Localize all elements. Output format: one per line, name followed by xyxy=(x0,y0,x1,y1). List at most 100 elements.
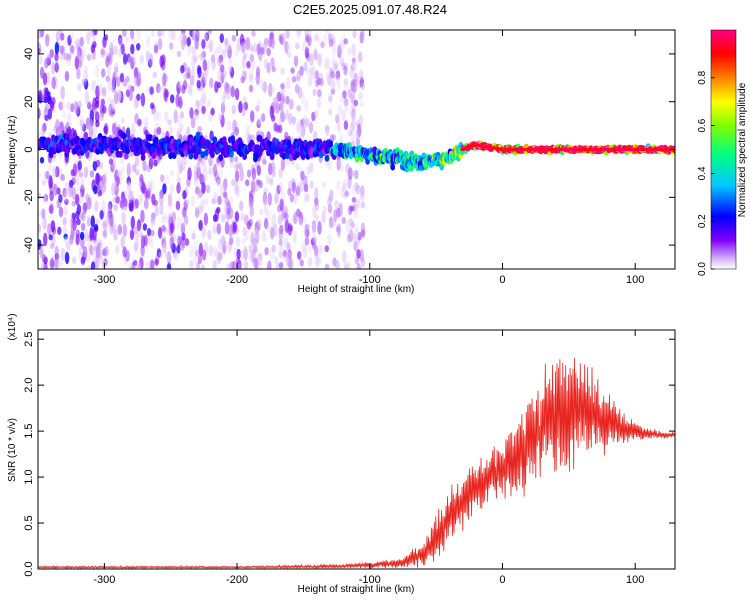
heatmap-noise-cell xyxy=(313,48,318,61)
heatmap-noise-cell xyxy=(312,236,317,247)
heatmap-noise-cell xyxy=(336,157,341,171)
heatmap-noise-cell xyxy=(263,217,269,230)
heatmap-noise-cell xyxy=(168,212,173,227)
heatmap-noise-cell xyxy=(164,89,169,98)
heatmap-noise-cell xyxy=(250,232,255,246)
heatmap-noise-cell xyxy=(314,202,320,211)
heatmap-noise-cell xyxy=(116,76,121,87)
heatmap-noise-cell xyxy=(231,34,237,42)
heatmap-noise-cell xyxy=(314,50,319,62)
heatmap-noise-cell xyxy=(147,235,152,244)
heatmap-noise-cell xyxy=(327,160,333,171)
heatmap-noise-cell xyxy=(83,247,88,258)
heatmap-noise-cell xyxy=(180,38,186,51)
heatmap-noise-cell xyxy=(262,191,268,205)
heatmap-noise-cell xyxy=(161,236,167,244)
heatmap-noise-cell xyxy=(294,84,300,94)
heatmap-ridge-cell xyxy=(307,140,313,148)
heatmap-noise-cell xyxy=(291,181,297,194)
heatmap-noise-cell xyxy=(287,188,292,196)
heatmap-noise-cell xyxy=(44,114,49,122)
heatmap-noise-cell xyxy=(66,241,71,251)
heatmap-noise-cell xyxy=(309,52,314,67)
heatmap-noise-cell xyxy=(190,54,196,69)
heatmap-noise-cell xyxy=(334,200,339,209)
heatmap-noise-cell xyxy=(113,229,118,241)
heatmap-noise-cell xyxy=(339,165,345,172)
heatmap-noise-cell xyxy=(305,68,310,76)
heatmap-noise-cell xyxy=(304,46,310,59)
heatmap-noise-cell xyxy=(86,101,92,110)
colorbar: 0.0 0.2 0.4 0.6 0.8 Normalized spectral ampl… xyxy=(697,29,748,276)
heatmap-noise-cell xyxy=(79,114,85,122)
heatmap-noise-cell xyxy=(237,162,242,170)
heatmap-noise-cell xyxy=(102,50,108,57)
heatmap-noise-cell xyxy=(224,225,230,235)
heatmap-noise-cell xyxy=(359,77,364,88)
heatmap-noise-cell xyxy=(360,256,366,268)
heatmap-noise-cell xyxy=(360,201,365,208)
heatmap-noise-cell xyxy=(255,105,260,112)
heatmap-noise-cell xyxy=(337,45,342,59)
heatmap-noise-cell xyxy=(126,176,131,186)
heatmap-noise-cell xyxy=(340,188,345,198)
heatmap-noise-cell xyxy=(85,193,90,204)
heatmap-noise-cell xyxy=(122,53,128,65)
heatmap-noise-cell xyxy=(270,86,275,93)
heatmap-noise-cell xyxy=(157,226,163,239)
heatmap-ridge-cell xyxy=(409,164,415,172)
heatmap-noise-cell xyxy=(284,40,289,54)
heatmap-noise-cell xyxy=(250,179,256,190)
heatmap-noise-cell xyxy=(178,96,183,109)
heatmap-noise-cell xyxy=(76,218,81,226)
heatmap-noise-cell xyxy=(198,242,203,257)
heatmap-noise-cell xyxy=(164,111,169,122)
heatmap-noise-cell xyxy=(351,117,356,130)
heatmap-noise-cell xyxy=(196,80,201,89)
heatmap-noise-cell xyxy=(160,30,165,37)
heatmap-noise-cell xyxy=(216,251,222,264)
heatmap-noise-cell xyxy=(298,211,304,226)
heatmap-noise-cell xyxy=(291,76,296,83)
heatmap-noise-cell xyxy=(107,96,112,104)
heatmap-noise-cell xyxy=(296,122,301,133)
heatmap-noise-cell xyxy=(359,101,365,108)
heatmap-noise-cell xyxy=(60,32,65,41)
heatmap-noise-cell xyxy=(150,102,155,110)
heatmap-noise-cell xyxy=(176,81,181,95)
heatmap-noise-cell xyxy=(270,226,275,240)
heatmap-noise-cell xyxy=(234,181,239,195)
heatmap-noise-cell xyxy=(292,75,297,83)
heatmap-noise-cell xyxy=(286,251,291,260)
heatmap-noise-cell xyxy=(71,186,77,200)
heatmap-noise-cell xyxy=(76,203,82,215)
heatmap-noise-cell xyxy=(210,107,215,116)
heatmap-noise-cell xyxy=(262,158,267,165)
heatmap-noise-cell xyxy=(185,199,190,205)
top-y-tick-label: -40 xyxy=(23,237,35,253)
heatmap-noise-cell xyxy=(241,40,246,53)
heatmap-noise-cell xyxy=(117,91,122,100)
heatmap-noise-cell xyxy=(177,79,182,89)
heatmap-noise-cell xyxy=(259,208,264,216)
heatmap-noise-cell xyxy=(167,119,173,126)
heatmap-noise-cell xyxy=(105,56,110,68)
heatmap-noise-cell xyxy=(291,116,296,125)
heatmap-noise-cell xyxy=(218,167,224,178)
heatmap-noise-cell xyxy=(94,65,100,78)
heatmap-noise-cell xyxy=(327,32,333,43)
heatmap-noise-cell xyxy=(217,56,222,67)
heatmap-noise-cell xyxy=(351,43,356,57)
heatmap-ridge-cell xyxy=(230,135,236,143)
heatmap-noise-cell xyxy=(194,111,199,121)
heatmap-ridge-cell xyxy=(218,154,224,162)
heatmap-noise-cell xyxy=(138,193,143,205)
heatmap-noise-cell xyxy=(105,75,111,82)
heatmap-noise-cell xyxy=(244,229,249,241)
heatmap-noise-cell xyxy=(82,202,87,215)
heatmap-ridge-cell xyxy=(294,151,300,159)
heatmap-noise-cell xyxy=(263,201,269,215)
heatmap-noise-cell xyxy=(304,236,310,246)
heatmap-noise-cell xyxy=(77,83,82,92)
heatmap-noise-cell xyxy=(257,263,262,269)
